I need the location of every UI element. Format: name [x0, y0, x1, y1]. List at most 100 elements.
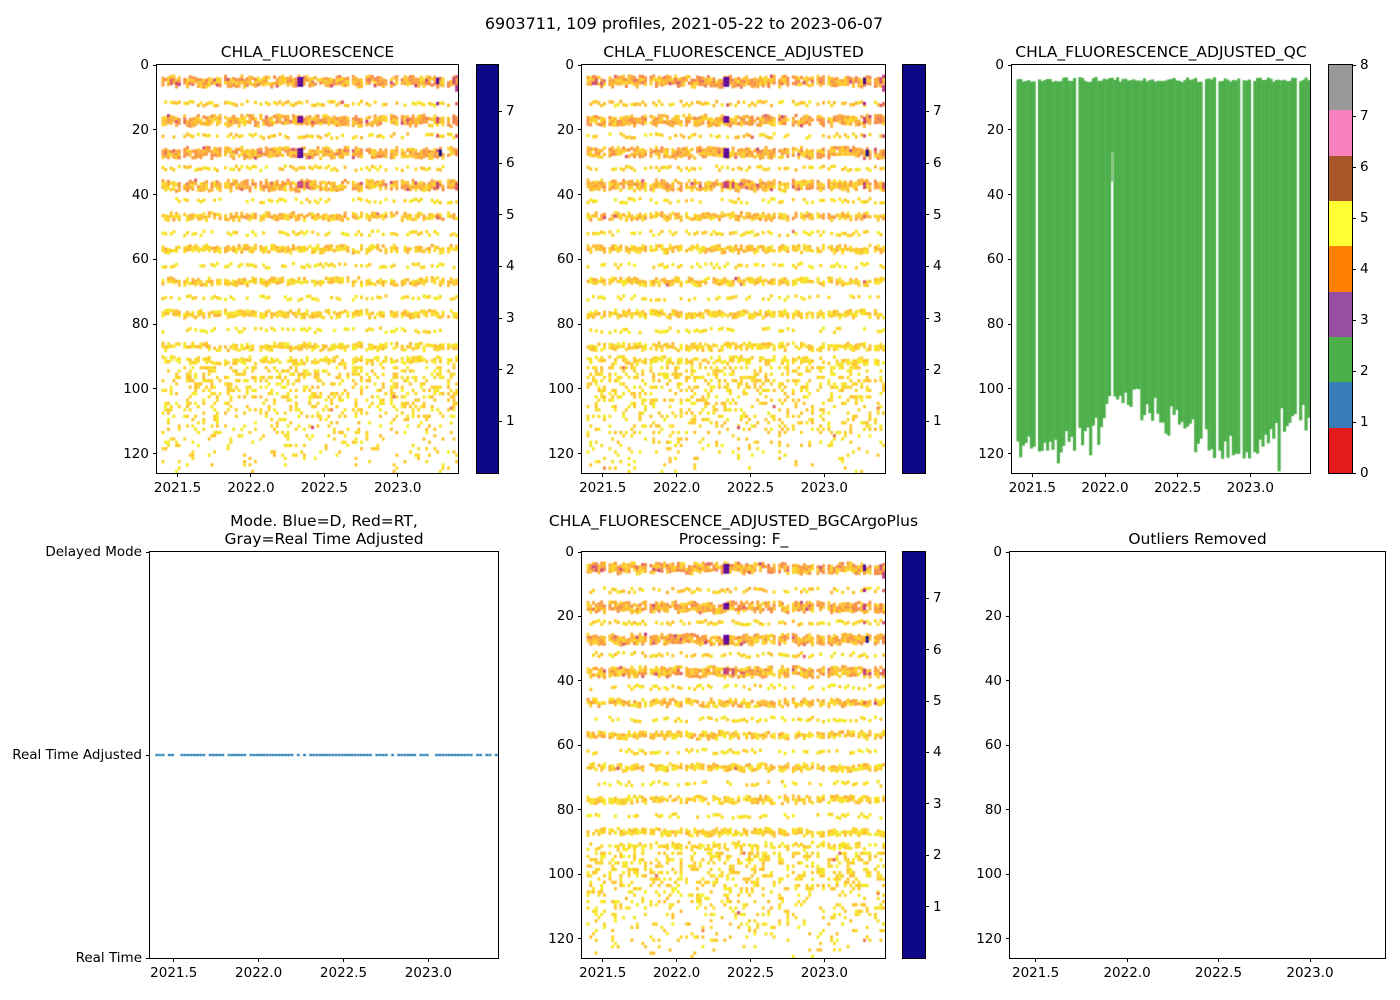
- y-tick-mark: [578, 129, 582, 131]
- x-tick-label: 2023.0: [1226, 480, 1275, 496]
- colorbar-tick-label: 1: [506, 413, 515, 430]
- x-tick-label: 2022.5: [1194, 965, 1243, 981]
- colorbar-tick-label: 3: [506, 310, 515, 327]
- colorbar-tick-label: 7: [506, 103, 515, 120]
- colorbar-tick-label: 1: [933, 898, 942, 915]
- colorbar-tick-mark: [925, 751, 929, 753]
- colorbar-tick-mark: [925, 803, 929, 805]
- title-bgc-argo-plus: CHLA_FLUORESCENCE_ADJUSTED_BGCArgoPlus P…: [549, 512, 918, 548]
- y-tick-label: 0: [993, 544, 1002, 560]
- colorbar-tick-mark: [498, 420, 502, 422]
- y-tick-mark: [1006, 938, 1010, 940]
- colorbar-qc: [1328, 64, 1353, 474]
- colorbar-tick-mark: [925, 906, 929, 908]
- title-mode-line1: Mode. Blue=D, Red=RT,: [230, 512, 418, 530]
- x-tick-label: 2022.5: [300, 480, 348, 496]
- y-tick-label: 120: [548, 930, 574, 947]
- colorbar-tick-label: 2: [933, 847, 942, 864]
- mode-y-tick-mark: [146, 551, 150, 553]
- qc-colorbar-band-0: [1329, 427, 1352, 473]
- x-tick-mark: [323, 473, 325, 477]
- title-chla-fluorescence-adjusted: CHLA_FLUORESCENCE_ADJUSTED: [603, 43, 864, 61]
- colorbar-tick-label: 2: [933, 361, 942, 378]
- colorbar-tick-mark: [1352, 370, 1356, 372]
- colorbar-tick-label: 4: [933, 744, 942, 761]
- axes-chla-fluorescence-adjusted: [581, 64, 886, 474]
- x-tick-mark: [1309, 958, 1311, 962]
- x-tick-mark: [676, 958, 678, 962]
- y-tick-label: 60: [986, 251, 1004, 268]
- x-tick-mark: [1104, 473, 1106, 477]
- y-tick-mark: [578, 323, 582, 325]
- x-tick-label: 2022.0: [235, 965, 283, 981]
- x-tick-mark: [173, 958, 175, 962]
- colorbar-tick-mark: [1352, 166, 1356, 168]
- y-tick-label: 20: [986, 121, 1004, 138]
- y-tick-label: 40: [986, 186, 1004, 203]
- y-tick-label: 20: [984, 608, 1002, 625]
- y-tick-label: 80: [556, 316, 574, 333]
- colorbar-tick-label: 5: [1360, 210, 1369, 226]
- y-tick-mark: [1006, 551, 1010, 553]
- x-tick-mark: [676, 473, 678, 477]
- colorbar-tick-mark: [925, 649, 929, 651]
- colorbar-tick-mark: [1352, 472, 1356, 474]
- x-tick-label: 2023.0: [1286, 965, 1334, 981]
- y-tick-mark: [1006, 680, 1010, 682]
- mode-dots-canvas: [150, 552, 498, 958]
- x-tick-label: 2022.5: [319, 965, 368, 981]
- title-chla-fluorescence-adjusted-qc: CHLA_FLUORESCENCE_ADJUSTED_QC: [1015, 43, 1307, 61]
- axes-chla-fluorescence-adjusted-qc: [1011, 64, 1311, 474]
- y-tick-mark: [578, 453, 582, 455]
- y-tick-label: 100: [978, 380, 1004, 397]
- colorbar-tick-mark: [925, 420, 929, 422]
- title-bgc-line1: CHLA_FLUORESCENCE_ADJUSTED_BGCArgoPlus: [548, 512, 919, 530]
- colorbar-tick-label: 6: [933, 155, 942, 172]
- colorbar-tick-mark: [925, 597, 929, 599]
- y-tick-label: 80: [556, 801, 574, 818]
- y-tick-label: 20: [131, 121, 149, 138]
- x-tick-mark: [250, 473, 252, 477]
- colorbar-tick-mark: [925, 162, 929, 164]
- y-tick-label: 120: [123, 445, 149, 462]
- y-tick-mark: [578, 615, 582, 617]
- mode-y-tick-label: Real Time: [75, 950, 142, 966]
- x-tick-mark: [1035, 958, 1037, 962]
- colorbar-tick-mark: [498, 369, 502, 371]
- y-tick-mark: [1008, 323, 1012, 325]
- y-tick-label: 80: [984, 801, 1002, 818]
- colorbar-tick-label: 6: [933, 641, 942, 658]
- y-tick-mark: [153, 64, 157, 66]
- qc-colorbar-band-2: [1329, 336, 1352, 383]
- colorbar-bgc: [902, 551, 926, 959]
- colorbar-tick-mark: [925, 317, 929, 319]
- colorbar-tick-mark: [1352, 421, 1356, 423]
- y-tick-mark: [1006, 615, 1010, 617]
- colorbar-chla-fluorescence: [476, 64, 499, 474]
- y-tick-label: 80: [131, 316, 149, 333]
- colorbar-tick-label: 1: [933, 413, 942, 430]
- colorbar-tick-mark: [925, 214, 929, 216]
- y-tick-label: 0: [140, 57, 149, 73]
- y-tick-mark: [1008, 64, 1012, 66]
- x-tick-label: 2022.0: [652, 480, 701, 496]
- colorbar-tick-label: 5: [933, 693, 942, 710]
- colorbar-tick-label: 5: [506, 206, 515, 223]
- axes-bgc-argo-plus: [581, 551, 886, 959]
- y-tick-label: 60: [984, 737, 1002, 754]
- colorbar-tick-mark: [925, 854, 929, 856]
- y-tick-label: 120: [976, 930, 1002, 947]
- x-tick-mark: [1126, 958, 1128, 962]
- y-tick-label: 60: [131, 251, 149, 268]
- mode-y-tick-mark: [146, 957, 150, 959]
- x-tick-mark: [258, 958, 260, 962]
- y-tick-mark: [1008, 258, 1012, 260]
- chla-fluorescence-heatmap-canvas: [157, 65, 458, 473]
- colorbar-tick-mark: [1352, 115, 1356, 117]
- colorbar-tick-label: 7: [933, 590, 942, 607]
- y-tick-label: 40: [556, 672, 574, 689]
- y-tick-mark: [1006, 873, 1010, 875]
- x-tick-label: 2022.5: [1154, 480, 1202, 496]
- colorbar-tick-label: 4: [933, 258, 942, 275]
- y-tick-label: 0: [995, 57, 1004, 73]
